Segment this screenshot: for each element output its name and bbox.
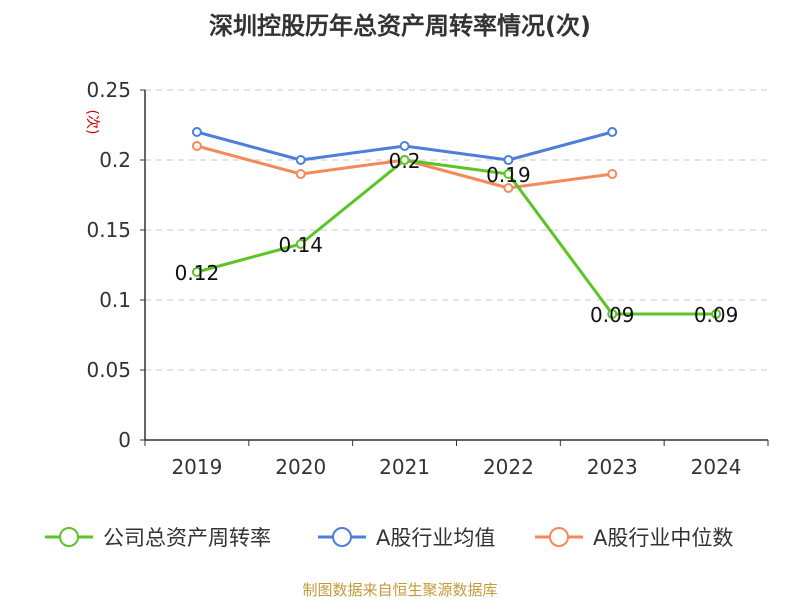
series-lines xyxy=(191,127,722,319)
x-tick-label: 2019 xyxy=(171,455,222,479)
data-point xyxy=(607,309,618,319)
legend-marker xyxy=(549,527,569,547)
y-axis-label: (次) xyxy=(84,110,100,135)
y-tick-label: 0.25 xyxy=(86,78,131,102)
legend: 公司总资产周转率 A股行业均值 A股行业中位数 xyxy=(45,526,733,550)
data-point xyxy=(295,169,306,179)
x-tick-label: 2023 xyxy=(587,455,638,479)
legend-item: A股行业中位数 xyxy=(535,526,733,550)
y-tick-label: 0 xyxy=(118,428,131,452)
data-point xyxy=(295,155,306,165)
series-0 xyxy=(191,155,722,319)
y-tick-label: 0.15 xyxy=(86,218,131,242)
legend-marker xyxy=(59,527,79,547)
chart-title: 深圳控股历年总资产周转率情况(次) xyxy=(209,12,591,40)
legend-label: 公司总资产周转率 xyxy=(103,526,271,550)
data-point xyxy=(711,309,722,319)
data-point xyxy=(191,141,202,151)
legend-marker xyxy=(332,527,352,547)
series-1 xyxy=(191,127,618,165)
data-label: 0.09 xyxy=(590,303,635,327)
legend-label: A股行业中位数 xyxy=(593,526,733,550)
x-tick-label: 2024 xyxy=(691,455,742,479)
data-label: 0.12 xyxy=(175,261,220,285)
axes: 0 0.05 0.1 0.15 0.2 0.25 2019 2020 2021 2022 2023 2… xyxy=(86,78,769,479)
data-point xyxy=(295,239,306,249)
legend-label: A股行业均值 xyxy=(376,526,495,550)
data-point xyxy=(503,183,514,193)
y-tick-label: 0.05 xyxy=(86,358,131,382)
legend-item: 公司总资产周转率 xyxy=(45,526,271,550)
data-point xyxy=(191,127,202,137)
data-point xyxy=(399,155,410,165)
data-point xyxy=(503,169,514,179)
legend-item: A股行业均值 xyxy=(318,526,495,550)
data-point xyxy=(503,155,514,165)
data-label: 0.2 xyxy=(389,149,421,173)
data-point xyxy=(399,141,410,151)
data-label: 0.09 xyxy=(694,303,739,327)
data-point xyxy=(607,127,618,137)
grid-lines xyxy=(145,89,768,371)
data-labels: 0.12 0.14 0.2 0.19 0.09 0.09 xyxy=(175,149,739,327)
data-label: 0.19 xyxy=(486,163,531,187)
series-line xyxy=(196,158,717,316)
source-note: 制图数据来自恒生聚源数据库 xyxy=(302,581,498,599)
y-tick-label: 0.2 xyxy=(99,148,131,172)
data-point xyxy=(191,267,202,277)
x-tick-label: 2020 xyxy=(275,455,326,479)
data-point xyxy=(607,169,618,179)
y-tick-label: 0.1 xyxy=(99,288,131,312)
x-tick-label: 2021 xyxy=(379,455,430,479)
x-tick-label: 2022 xyxy=(483,455,534,479)
data-label: 0.14 xyxy=(278,233,323,257)
